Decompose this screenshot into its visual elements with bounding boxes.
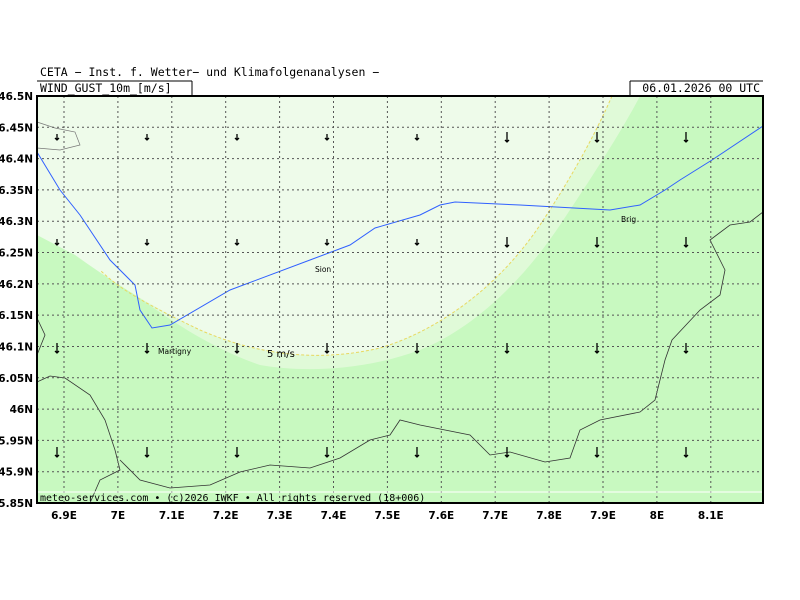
wind-arrow [683, 447, 689, 458]
y-tick-label: 46.35N [0, 185, 33, 197]
x-tick-label: 7.7E [482, 510, 508, 522]
wind-arrow [144, 134, 150, 141]
contour-label: 5 m/s [267, 349, 295, 360]
border [119, 211, 764, 489]
x-tick-label: 7.4E [321, 510, 347, 522]
contour-line [99, 95, 613, 356]
x-tick-label: 7.2E [213, 510, 239, 522]
wind-arrow [234, 343, 240, 354]
field-name: WIND_GUST_10m_[m/s] [40, 81, 172, 95]
wind-arrow [504, 132, 510, 143]
x-tick-label: 7.3E [267, 510, 293, 522]
valid-time: 06.01.2026 00 UTC [642, 81, 760, 95]
wind-arrow [54, 239, 60, 246]
wind-arrow [683, 237, 689, 248]
frame [36, 95, 764, 504]
x-tick-label: 7.8E [536, 510, 562, 522]
wind-arrow [414, 343, 420, 354]
wind-arrow [324, 239, 330, 246]
x-tick-label: 8.1E [698, 510, 724, 522]
header-title: CETA − Inst. f. Wetter− und Klimafolgena… [40, 65, 379, 79]
x-tick-label: 7.9E [590, 510, 616, 522]
grid [37, 96, 763, 503]
wind-arrow [414, 447, 420, 458]
x-tick-label: 7.6E [428, 510, 454, 522]
place-label: Sion [315, 265, 331, 274]
y-tick-label: 46.1N [0, 341, 33, 353]
x-tick-label: 7E [111, 510, 125, 522]
wind-arrow [414, 239, 420, 246]
wind-arrow [504, 343, 510, 354]
y-tick-label: 46.05N [0, 373, 33, 385]
wind-arrow [234, 447, 240, 458]
y-tick-label: 46.15N [0, 310, 33, 322]
river [36, 125, 764, 329]
wind-arrows [54, 132, 689, 458]
x-tick-label: 7.1E [159, 510, 185, 522]
wind-arrow [324, 343, 330, 354]
x-tick-label: 7.5E [375, 510, 401, 522]
wind-arrow [54, 343, 60, 354]
axis-labels: 6.9E 7E 7.1E 7.2E 7.3E 7.4E 7.5E 7.6E 7.7E 7.8E 7.… [0, 91, 724, 522]
wind-arrow [144, 239, 150, 246]
wind-arrow [54, 447, 60, 458]
y-tick-label: 46.4N [0, 154, 33, 166]
wind-arrow [594, 343, 600, 354]
wind-arrow [234, 134, 240, 141]
wind-arrow [594, 237, 600, 248]
plot-area: Sion Martigny Brig 5 m/s meteo-services.… [36, 95, 764, 504]
border [36, 317, 46, 356]
footer: meteo-services.com • (c)2026 IWKF • All … [40, 493, 425, 504]
wind-arrow [234, 239, 240, 246]
wind-arrow [594, 447, 600, 458]
y-tick-label: 46.45N [0, 122, 33, 134]
y-tick-label: 5.95N [0, 435, 33, 447]
wind-arrow [324, 447, 330, 458]
place-label: Martigny [158, 347, 192, 356]
wind-arrow [504, 237, 510, 248]
border [36, 375, 121, 504]
wind-arrow [54, 134, 60, 141]
wind-arrow [504, 447, 510, 458]
wind-arrow [594, 132, 600, 143]
wind-arrow [324, 134, 330, 141]
wind-arrow [414, 134, 420, 141]
wind-arrow [683, 343, 689, 354]
wind-arrow [144, 343, 150, 354]
y-tick-label: 45.85N [0, 498, 33, 510]
y-tick-label: 46N [10, 404, 33, 416]
wind-arrow [144, 447, 150, 458]
gust-core [37, 96, 612, 356]
y-tick-label: 45.9N [0, 467, 33, 479]
x-tick-label: 6.9E [51, 510, 77, 522]
y-tick-label: 46.2N [0, 279, 33, 291]
y-tick-label: 46.25N [0, 248, 33, 260]
place-label: Brig [621, 215, 636, 224]
wind-arrow [683, 132, 689, 143]
y-tick-label: 46.3N [0, 216, 33, 228]
y-tick-label: 46.5N [0, 91, 33, 103]
x-tick-label: 8E [650, 510, 664, 522]
